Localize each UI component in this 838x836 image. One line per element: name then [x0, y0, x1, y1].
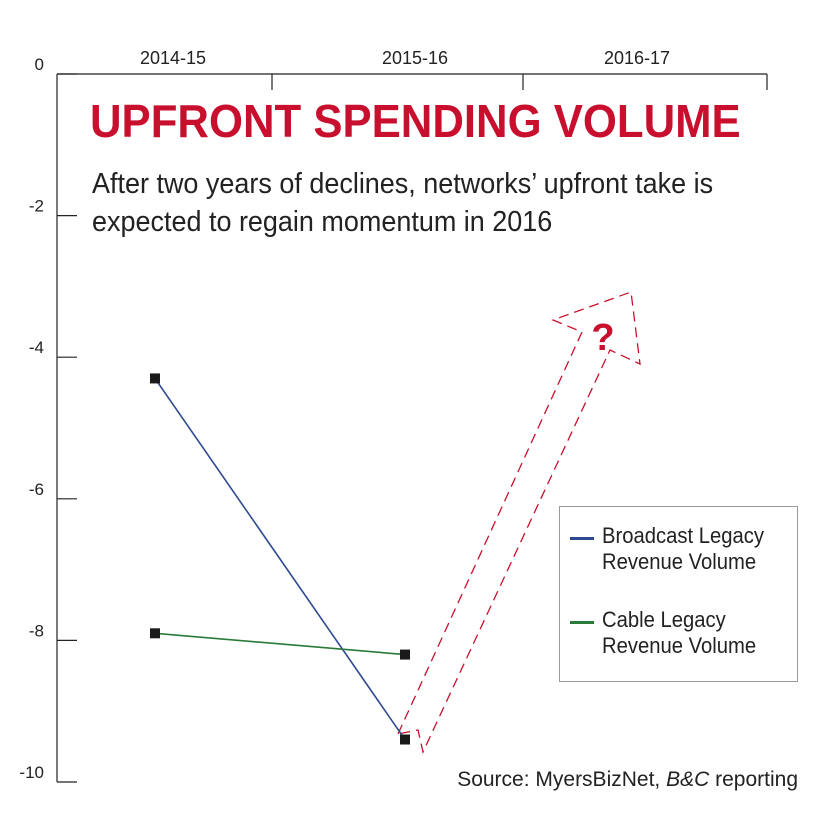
- source-italic: B&C: [666, 768, 710, 791]
- legend-label-broadcast: Broadcast Legacy Revenue Volume: [602, 523, 765, 574]
- chart-legend: Broadcast Legacy Revenue Volume Cable Le…: [559, 506, 798, 682]
- legend-item-broadcast: Broadcast Legacy Revenue Volume: [570, 523, 782, 575]
- y-tick-label-4: -8: [29, 621, 44, 640]
- y-tick-label-1: -2: [29, 197, 44, 216]
- series-line-1: [154, 632, 406, 656]
- series-1-point-1: [400, 649, 410, 660]
- projection-arrow-outline: [396, 291, 641, 754]
- chart-axes: 2014-15 2015-16 2016-17 0 -2 -4 -6 -8 -10: [19, 48, 768, 783]
- series-0-point-1: [400, 734, 410, 745]
- chart-subtitle: After two years of declines, networks’ u…: [92, 168, 714, 238]
- series-0-point-0: [150, 373, 160, 384]
- series-1-point-0: [150, 628, 160, 639]
- x-tick-label-2016-17: 2016-17: [604, 48, 670, 68]
- series-lines: [154, 377, 406, 740]
- legend-swatch-cable: [570, 621, 594, 624]
- legend-swatch-broadcast: [570, 537, 594, 540]
- y-tick-label-2: -4: [29, 338, 44, 357]
- x-tick-label-2014-15: 2014-15: [140, 48, 206, 68]
- chart-title: UPFRONT SPENDING VOLUME: [90, 95, 741, 147]
- series-markers: [150, 373, 410, 745]
- source-prefix: Source: MyersBizNet,: [457, 768, 667, 791]
- source-suffix: reporting: [709, 768, 798, 791]
- legend-label-cable: Cable Legacy Revenue Volume: [602, 607, 757, 658]
- y-tick-label-5: -10: [19, 763, 44, 782]
- y-tick-label-0: 0: [35, 55, 44, 74]
- legend-item-cable: Cable Legacy Revenue Volume: [570, 607, 782, 659]
- y-tick-label-3: -6: [29, 480, 44, 499]
- projection-arrow: ?: [396, 291, 641, 754]
- x-tick-label-2015-16: 2015-16: [382, 48, 448, 68]
- source-note: Source: MyersBizNet, B&C reporting: [457, 768, 798, 792]
- question-mark: ?: [591, 317, 614, 359]
- series-line-0: [154, 377, 406, 740]
